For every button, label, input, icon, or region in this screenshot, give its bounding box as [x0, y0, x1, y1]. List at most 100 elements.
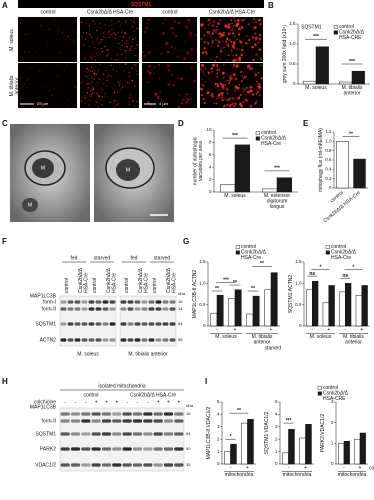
texture: [128, 101, 130, 103]
texture: [123, 70, 125, 72]
texture: [202, 23, 204, 26]
texture: [96, 84, 98, 86]
scale-label: 25 µm: [37, 101, 49, 106]
texture: [110, 20, 113, 22]
texture: [84, 38, 87, 41]
legend-swatch: [235, 244, 240, 249]
band: [132, 412, 143, 416]
texture: [231, 77, 233, 79]
texture: [258, 94, 261, 97]
texture: [58, 99, 60, 101]
texture: [107, 49, 109, 51]
texture: [236, 18, 240, 22]
texture: [245, 94, 247, 96]
texture: [216, 29, 218, 31]
texture: [110, 33, 112, 36]
texture: [59, 51, 61, 54]
texture: [116, 91, 119, 93]
texture: [132, 25, 134, 26]
group-label: M. soleus: [215, 334, 237, 340]
texture: [101, 95, 103, 98]
protein-label: SQSTM1: [35, 431, 56, 437]
bar: [339, 81, 353, 85]
band: [169, 338, 176, 342]
band: [143, 419, 153, 423]
significance-label: **: [260, 261, 264, 267]
texture: [136, 70, 137, 71]
legend-label: control: [339, 24, 354, 30]
texture: [134, 23, 136, 24]
band: [102, 322, 109, 326]
sign-label: +: [177, 399, 180, 405]
texture: [241, 26, 244, 29]
texture: [259, 84, 261, 86]
em-label: M: [126, 167, 130, 173]
texture: [227, 25, 230, 28]
texture: [88, 78, 90, 80]
texture: [221, 98, 224, 102]
texture: [254, 19, 256, 21]
texture: [132, 41, 134, 43]
texture: [255, 53, 258, 56]
texture: [40, 21, 42, 23]
texture: [46, 39, 48, 41]
texture: [190, 97, 193, 100]
condition-label: fed: [71, 255, 78, 261]
bar: [306, 289, 313, 327]
texture: [101, 73, 103, 74]
texture: [113, 32, 115, 34]
texture: [116, 43, 117, 44]
texture: [88, 104, 90, 106]
texture: [216, 76, 219, 79]
texture: [89, 33, 91, 36]
y-tick-label: 1.0: [295, 281, 302, 286]
band: [174, 419, 184, 423]
texture: [88, 25, 91, 27]
marker-label: 16: [186, 411, 191, 416]
band: [163, 447, 174, 451]
band: [88, 338, 95, 342]
texture: [221, 71, 225, 75]
texture: [96, 92, 98, 94]
significance-label: **: [215, 286, 219, 292]
y-tick-label: 3: [331, 399, 334, 404]
texture: [96, 52, 98, 54]
band: [74, 307, 81, 311]
texture: [232, 41, 236, 45]
texture: [114, 105, 117, 107]
texture: [232, 25, 235, 27]
texture: [217, 39, 219, 42]
texture: [97, 69, 100, 71]
band: [60, 338, 67, 342]
texture: [189, 31, 193, 35]
texture: [128, 75, 131, 78]
lane-label: control: [64, 278, 70, 293]
texture: [41, 103, 43, 105]
y-axis-label: SQSTM1:ACTN2: [288, 275, 294, 314]
texture: [189, 35, 193, 38]
x-tick-label: -: [344, 327, 346, 333]
texture: [132, 38, 135, 41]
texture: [241, 75, 244, 78]
condition-label: starved: [94, 255, 111, 261]
texture: [219, 57, 222, 60]
texture: [126, 40, 128, 42]
texture: [84, 97, 86, 99]
marker-label: 64: [186, 431, 191, 436]
texture: [101, 89, 103, 91]
band: [67, 300, 74, 304]
texture: [66, 105, 68, 107]
texture: [106, 49, 108, 51]
texture: [235, 24, 238, 28]
texture: [126, 20, 128, 22]
texture: [116, 54, 118, 56]
y-tick-label: 5: [275, 399, 278, 404]
band: [81, 338, 88, 342]
texture: [229, 38, 231, 41]
bar: [355, 295, 363, 327]
texture: [228, 82, 231, 85]
texture: [209, 22, 212, 24]
bar: [246, 313, 254, 327]
texture: [131, 80, 133, 82]
texture: [125, 21, 127, 23]
